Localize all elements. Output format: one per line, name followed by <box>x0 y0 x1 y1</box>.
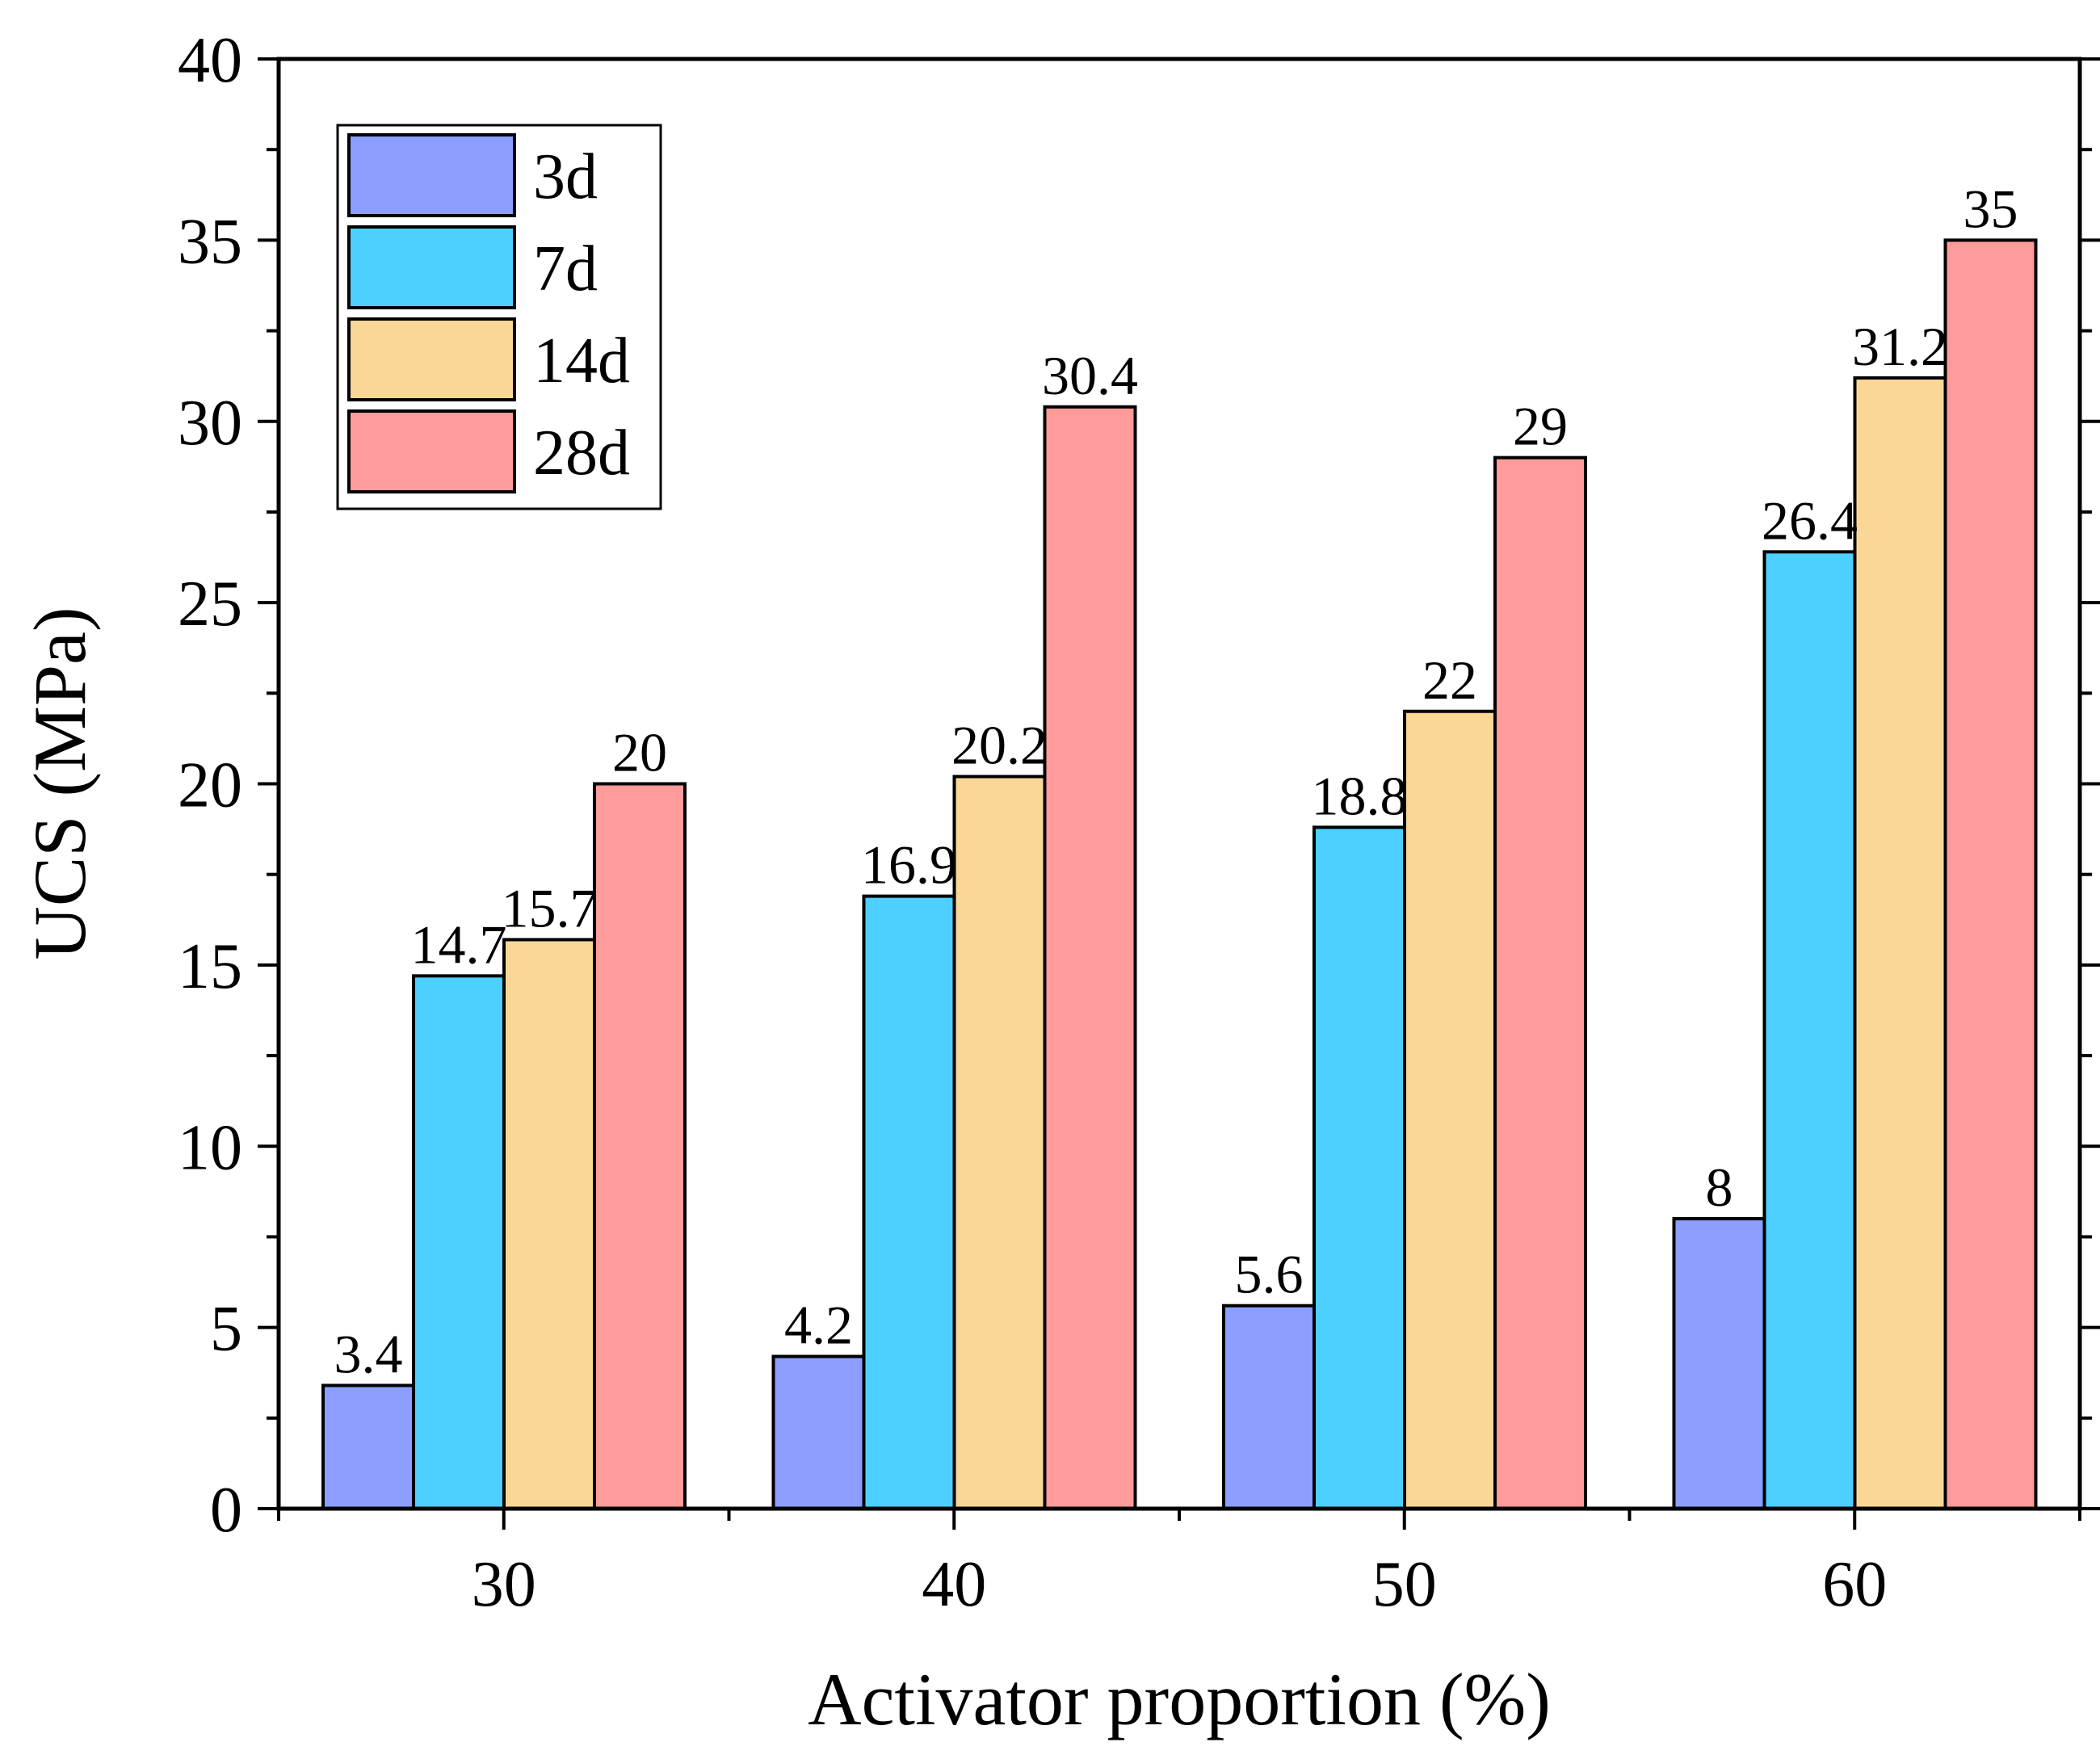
y-tick-label-20: 20 <box>178 750 242 821</box>
bar-14d-60 <box>1853 376 1947 1510</box>
legend-label-28d: 28d <box>533 418 630 489</box>
bars-layer <box>321 238 2038 1511</box>
bar-3d-30 <box>321 1383 415 1511</box>
y-tick-label-40: 40 <box>178 25 242 96</box>
x-tick-label-30: 30 <box>472 1549 536 1620</box>
bar-7d-30 <box>412 974 506 1510</box>
legend-swatch-14d <box>347 317 516 401</box>
y-tick-label-15: 15 <box>178 931 242 1002</box>
y-tick-label-35: 35 <box>178 206 242 277</box>
y-tick-label-30: 30 <box>178 388 242 459</box>
data-label-3d-30: 3.4 <box>334 1323 403 1384</box>
data-label-28d-40: 30.4 <box>1042 345 1138 406</box>
legend-label-14d: 14d <box>533 325 630 397</box>
data-label-28d-50: 29 <box>1513 396 1568 457</box>
legend-swatch-7d <box>347 225 516 309</box>
x-tick-label-50: 50 <box>1372 1549 1437 1620</box>
y-axis-title: UCS (MPa) <box>19 607 101 959</box>
data-label-7d-50: 18.8 <box>1312 765 1408 826</box>
axis-ticks-layer: 0 5 10 15 20 25 30 35 40 30 40 50 60 <box>178 25 2100 1620</box>
data-label-3d-60: 8 <box>1706 1157 1733 1218</box>
legend-label-3d: 3d <box>533 141 598 212</box>
data-label-14d-40: 20.2 <box>951 715 1048 776</box>
bar-7d-40 <box>862 894 956 1511</box>
legend-swatch-28d <box>347 409 516 493</box>
bar-28d-40 <box>1043 405 1137 1510</box>
bar-3d-50 <box>1222 1304 1316 1510</box>
y-tick-label-5: 5 <box>210 1294 242 1365</box>
y-tick-label-25: 25 <box>178 569 242 640</box>
y-tick-label-10: 10 <box>178 1112 242 1183</box>
data-label-3d-40: 4.2 <box>784 1295 853 1356</box>
bar-3d-60 <box>1672 1217 1766 1510</box>
bar-7d-50 <box>1312 825 1406 1510</box>
data-label-14d-50: 22 <box>1422 649 1477 711</box>
bar-14d-30 <box>502 938 596 1510</box>
bar-28d-50 <box>1493 456 1587 1510</box>
legend-label-7d: 7d <box>533 233 598 304</box>
x-axis-title: Activator proportion (%) <box>808 1658 1551 1740</box>
bar-28d-60 <box>1943 238 2038 1510</box>
x-tick-label-60: 60 <box>1822 1549 1887 1620</box>
data-label-28d-60: 35 <box>1964 178 2018 239</box>
data-label-28d-30: 20 <box>612 722 667 783</box>
x-tick-label-40: 40 <box>922 1549 986 1620</box>
bar-3d-40 <box>771 1354 866 1511</box>
bar-7d-60 <box>1762 550 1857 1510</box>
data-label-14d-60: 31.2 <box>1852 316 1948 377</box>
data-label-7d-40: 16.9 <box>861 834 957 896</box>
legend-swatch-3d <box>347 133 516 217</box>
data-label-7d-30: 14.7 <box>411 913 507 975</box>
bar-14d-40 <box>952 775 1047 1510</box>
data-label-3d-50: 5.6 <box>1235 1244 1304 1305</box>
bar-28d-30 <box>593 782 687 1510</box>
data-label-14d-30: 15.7 <box>502 877 598 938</box>
data-labels-layer: 3.4 4.2 5.6 8 14.7 16.9 18.8 26.4 15.7 20.2 22 31.2… <box>334 178 2018 1384</box>
bar-14d-50 <box>1403 709 1497 1510</box>
y-tick-label-0: 0 <box>210 1475 242 1546</box>
legend: 3d 7d 14d 28d <box>336 124 662 510</box>
data-label-7d-60: 26.4 <box>1762 489 1858 551</box>
